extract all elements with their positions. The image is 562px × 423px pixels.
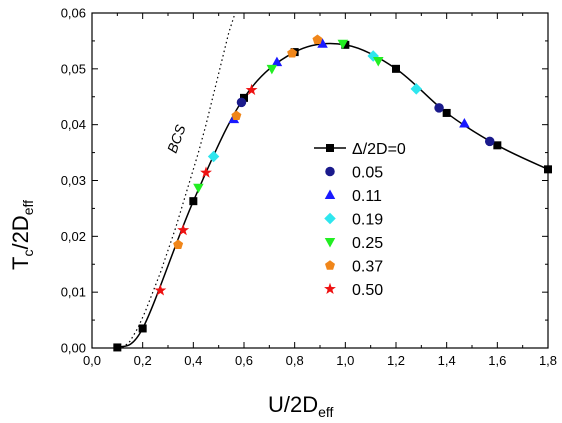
legend-marker-diamond	[324, 212, 336, 225]
data-point-diamond	[207, 150, 220, 163]
x-axis-title: U/2Deff	[268, 392, 334, 420]
y-tick-label: 0,01	[61, 285, 86, 300]
x-tick-label: 0,2	[134, 353, 152, 368]
data-point-triangle-down	[266, 64, 278, 75]
bcs-curve-layer	[122, 12, 236, 349]
data-point-star	[245, 83, 258, 96]
x-tick-label: 1,6	[488, 353, 506, 368]
legend: Δ/2D=0 0.05 0.11 0.19 0.25 0.37 0.50	[314, 141, 406, 299]
tick-layer: 0,0 0,2 0,4 0,6 0,8 1,0 1,2 1,4 1,6 1,8 0,00 0,01 0,…	[61, 6, 557, 369]
data-point-square	[493, 141, 502, 150]
legend-label: 0.37	[352, 259, 383, 276]
data-point-pentagon	[231, 110, 242, 120]
data-point-pentagon	[312, 34, 323, 45]
x-tick-label: 0,4	[184, 353, 202, 368]
plot-frame	[91, 12, 549, 349]
data-point-triangle-up	[271, 56, 283, 67]
data-point-triangle-down	[337, 39, 349, 50]
legend-marker-circle	[325, 166, 335, 177]
data-point-triangle-down	[193, 183, 204, 194]
legend-label: 0.19	[352, 212, 383, 229]
legend-label: 0.11	[352, 188, 382, 205]
y-tick-label: 0,02	[61, 229, 86, 244]
y-tick-label: 0,00	[61, 341, 86, 356]
legend-marker-star	[324, 282, 336, 295]
data-point-square	[341, 40, 350, 49]
y-axis-title-sub1: c	[20, 250, 36, 257]
data-point-pentagon	[173, 239, 184, 249]
y-axis-title-mid: /2D	[8, 215, 33, 249]
legend-marker-triangle-up	[324, 189, 336, 199]
y-axis-title-main: T	[8, 257, 33, 270]
data-point-circle	[484, 136, 495, 147]
x-tick-label: 1,2	[387, 353, 405, 368]
data-point-square	[189, 197, 198, 206]
data-point-star	[177, 223, 190, 236]
x-tick-label: 0,8	[286, 353, 304, 368]
data-point-diamond	[410, 83, 423, 95]
legend-label: 0.50	[352, 282, 383, 299]
data-point-pentagon	[287, 47, 298, 58]
bcs-curve	[122, 12, 236, 349]
data-point-triangle-up	[459, 118, 470, 128]
legend-label: Δ/2D=0	[352, 141, 406, 158]
data-point-circle	[434, 103, 444, 113]
data-point-square	[392, 64, 400, 73]
data-point-triangle-down	[373, 57, 384, 67]
y-axis-title-sub2: eff	[20, 200, 36, 215]
legend-label: 0.05	[352, 165, 383, 182]
marker-layer	[113, 34, 552, 352]
x-tick-label: 0,6	[235, 353, 253, 368]
legend-marker-pentagon	[325, 260, 335, 270]
data-point-square	[240, 93, 248, 102]
x-tick-label: 1,4	[438, 353, 456, 368]
y-tick-label: 0,04	[61, 117, 86, 132]
legend-marker-square	[326, 144, 334, 152]
y-tick-label: 0,06	[61, 6, 86, 21]
x-tick-label: 1,8	[539, 353, 557, 368]
y-tick-label: 0,03	[61, 173, 86, 188]
x-axis-title-sub: eff	[318, 404, 333, 420]
data-point-square	[442, 108, 451, 117]
x-tick-label: 0,0	[83, 353, 101, 368]
x-tick-label: 1,0	[336, 353, 354, 368]
legend-marker-triangle-down	[324, 238, 336, 248]
data-point-star	[154, 284, 167, 296]
x-axis-title-main: U/2D	[268, 392, 318, 417]
data-point-triangle-up	[317, 38, 328, 48]
y-axis-title: Tc/2Deff	[8, 200, 36, 270]
data-point-circle	[236, 97, 247, 108]
data-point-square	[138, 324, 147, 333]
legend-label: 0.25	[352, 235, 383, 252]
data-point-star	[200, 166, 212, 178]
y-tick-label: 0,05	[61, 61, 86, 76]
bcs-annotation: BCS	[164, 122, 189, 155]
